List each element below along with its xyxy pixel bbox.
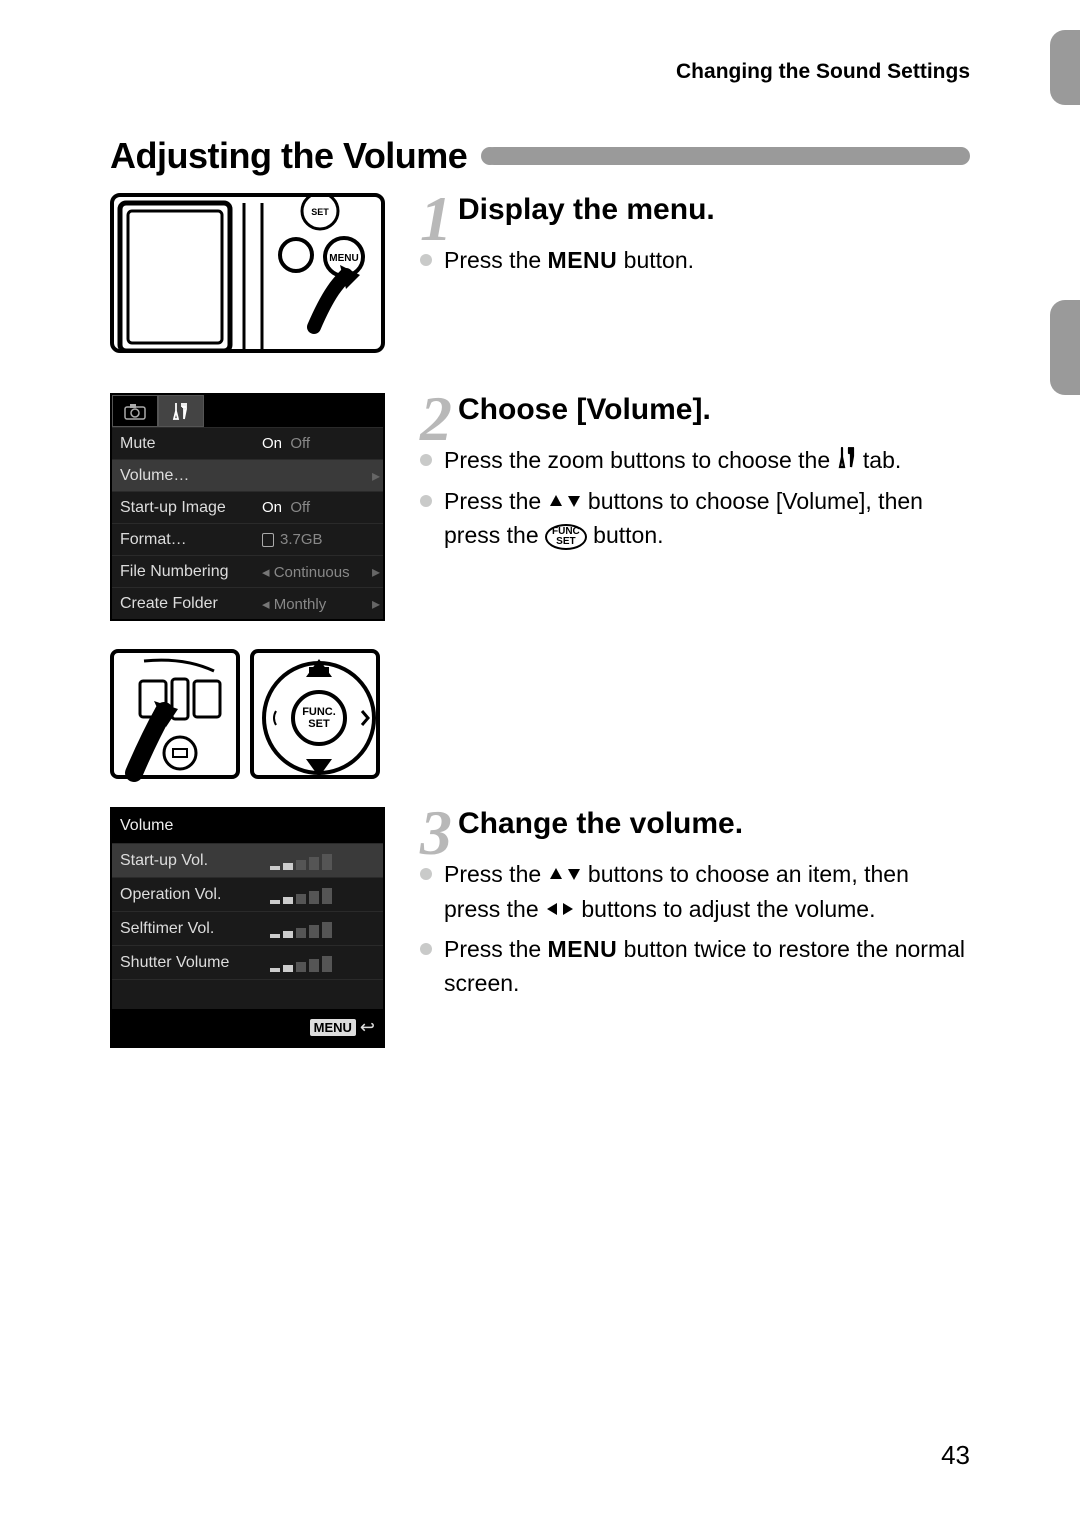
func-set-icon: FUNCSET <box>545 524 587 550</box>
section-title-row: Adjusting the Volume <box>110 135 970 177</box>
bullet-icon <box>420 454 432 466</box>
step-3-bullet-2: Press the MENU button twice to restore t… <box>420 933 970 1000</box>
tools-icon <box>837 445 857 478</box>
step-1-title: Display the menu. <box>420 193 970 227</box>
camera-zoom-illustration <box>110 649 240 779</box>
text: Press the <box>444 936 548 962</box>
manual-page: Changing the Sound Settings Adjusting th… <box>0 0 1080 1521</box>
tab-camera-icon <box>112 395 158 427</box>
menu-row: Format…3.7GB <box>112 523 383 555</box>
page-number: 43 <box>941 1440 970 1471</box>
volume-screen-title: Volume <box>112 809 383 843</box>
updown-icon <box>548 859 582 892</box>
volume-row: Selftimer Vol. <box>112 911 383 945</box>
step-number-3: 3 <box>420 807 452 858</box>
menu-word-icon: MENU <box>548 247 618 273</box>
text: Press the <box>444 247 548 273</box>
step-1: SET MENU 1 Display the menu. Press the M <box>110 193 970 353</box>
settings-menu-screenshot: MuteOn OffVolume…▸Start-up ImageOn OffFo… <box>110 393 385 621</box>
text: button. <box>617 247 694 273</box>
menu-word-icon: MENU <box>548 936 618 962</box>
volume-row: Operation Vol. <box>112 877 383 911</box>
menu-row: Start-up ImageOn Off <box>112 491 383 523</box>
section-title: Adjusting the Volume <box>110 135 467 177</box>
volume-row: Shutter Volume <box>112 945 383 979</box>
bullet-icon <box>420 254 432 266</box>
menu-row: Create Folder◂ Monthly▸ <box>112 587 383 619</box>
step-2: MuteOn OffVolume…▸Start-up ImageOn OffFo… <box>110 393 970 621</box>
text: button. <box>587 522 664 548</box>
bullet-icon <box>420 943 432 955</box>
step-2-bullet-1: Press the zoom buttons to choose the tab… <box>420 444 970 479</box>
step-2-illustrations: FUNC. SET <box>110 649 970 779</box>
camera-back-illustration: SET MENU <box>110 193 385 353</box>
text: Press the zoom buttons to choose the <box>444 447 837 473</box>
menu-badge: MENU <box>310 1019 356 1036</box>
menu-row: MuteOn Off <box>112 427 383 459</box>
step-number-2: 2 <box>420 393 452 444</box>
page-header-breadcrumb: Changing the Sound Settings <box>676 60 970 84</box>
text: buttons to adjust the volume. <box>575 896 875 922</box>
step-number-1: 1 <box>420 193 452 244</box>
side-tab-marker-2 <box>1050 300 1080 395</box>
text: Press the <box>444 488 548 514</box>
section-title-bar <box>485 147 970 165</box>
step-3-bullet-1: Press the buttons to choose an item, the… <box>420 858 970 927</box>
updown-icon <box>548 486 582 519</box>
text: tab. <box>857 447 902 473</box>
step-2-title: Choose [Volume]. <box>420 393 970 427</box>
volume-menu-screenshot: Volume Start-up Vol.Operation Vol.Selfti… <box>110 807 385 1048</box>
step-3-title: Change the volume. <box>420 807 970 841</box>
volume-row: Start-up Vol. <box>112 843 383 877</box>
menu-row: Volume…▸ <box>112 459 383 491</box>
tab-tools-icon <box>158 395 204 427</box>
step-3: Volume Start-up Vol.Operation Vol.Selfti… <box>110 807 970 1048</box>
svg-text:SET: SET <box>308 718 330 730</box>
return-icon: ↩ <box>360 1017 375 1038</box>
svg-text:MENU: MENU <box>329 253 358 264</box>
text: Press the <box>444 861 548 887</box>
bullet-icon <box>420 868 432 880</box>
dpad-illustration: FUNC. SET <box>250 649 380 779</box>
svg-text:FUNC.: FUNC. <box>302 706 336 718</box>
side-tab-marker <box>1050 30 1080 105</box>
bullet-icon <box>420 495 432 507</box>
step-2-bullet-2: Press the buttons to choose [Volume], th… <box>420 485 970 553</box>
leftright-icon <box>545 894 575 927</box>
step-1-bullet-1: Press the MENU button. <box>420 244 970 277</box>
svg-text:SET: SET <box>311 207 329 217</box>
menu-row: File Numbering◂ Continuous▸ <box>112 555 383 587</box>
